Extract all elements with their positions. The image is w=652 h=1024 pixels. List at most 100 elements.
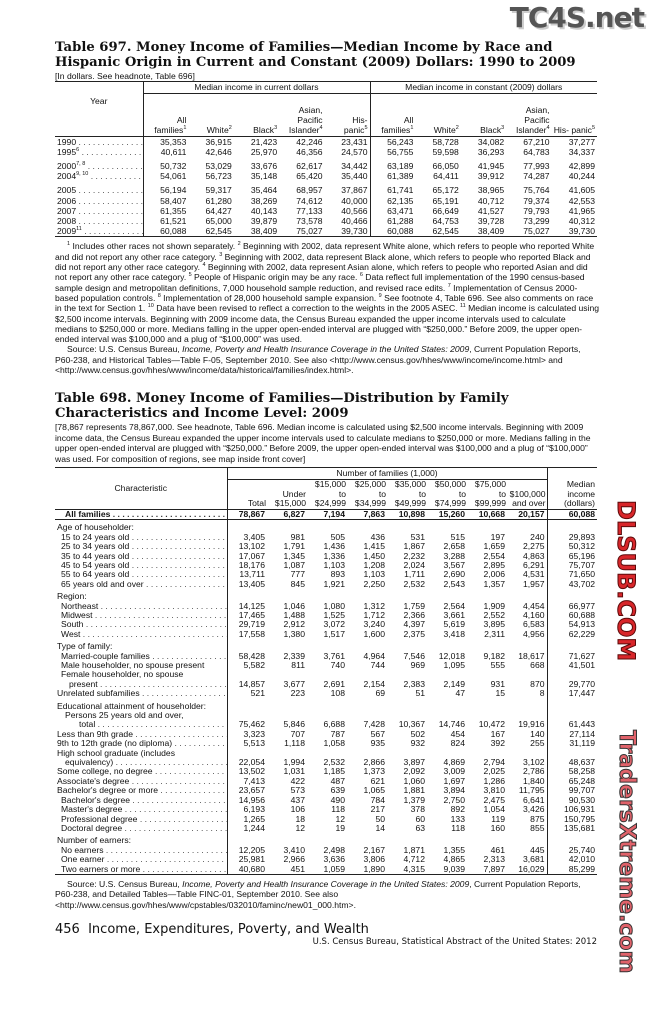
value-cell: 6,827 — [267, 509, 307, 521]
value-cell: 9,039 — [427, 864, 467, 875]
value-cell: 13,711 — [226, 570, 267, 580]
row-label: Two earners or more — [61, 864, 141, 874]
footnote-ref: 11 — [76, 226, 82, 233]
value-cell: 1,867 — [403, 542, 425, 552]
value-cell: 217 — [370, 805, 385, 815]
value-cell: 41,965 — [568, 205, 595, 216]
italic-title: Income, Poverty and Health Insurance Cov… — [182, 878, 470, 889]
row-label: Married-couple families — [61, 651, 150, 661]
value-cell: 1,265 — [226, 814, 267, 824]
value-cell: 845 — [290, 579, 305, 589]
value-cell: 61,741 — [369, 181, 416, 196]
value-cell: 515 — [450, 532, 465, 542]
value-cell: 870 — [530, 679, 545, 689]
value-cell: 61,443 — [546, 720, 598, 730]
value-cell: 1,103 — [363, 570, 385, 580]
value-cell: 1,087 — [283, 560, 305, 570]
value-cell: 27,114 — [546, 729, 598, 740]
row-label-cell: Master's degree . . . . . . . . . . . . … — [61, 805, 227, 815]
value-cell: 6,193 — [226, 805, 267, 815]
value-cell: 4,964 — [363, 651, 385, 661]
row-label-cell: No earners . . . . . . . . . . . . . . .… — [61, 845, 227, 855]
table-row: total . . . . . . . . . . . . . . . . . … — [55, 720, 598, 730]
table-row: South . . . . . . . . . . . . . . . . . … — [55, 620, 598, 630]
value-cell: 25,740 — [546, 845, 598, 856]
footnote-ref: 3 — [501, 125, 505, 132]
value-cell: 3,895 — [483, 620, 505, 630]
row-label: Less than 9th grade — [57, 729, 133, 739]
value-cell: 935 — [370, 739, 385, 749]
value-cell: 58,407 — [142, 195, 189, 206]
value-cell: 3,636 — [323, 855, 345, 865]
value-cell: 34,337 — [568, 146, 595, 157]
value-cell: 621 — [370, 776, 385, 786]
value-cell: 1,436 — [323, 542, 345, 552]
footnote-marker: 7 — [447, 282, 451, 289]
footnote-marker: 11 — [460, 303, 466, 310]
value-cell: 69 — [375, 689, 385, 699]
table-row: Married-couple families . . . . . . . . … — [55, 651, 598, 662]
value-cell: 75,707 — [546, 560, 598, 571]
text: Median income is calculated using $2,500… — [55, 303, 600, 345]
value-cell: 40,244 — [568, 171, 595, 182]
text: See footnote 4, Table 696. See also comm… — [55, 292, 594, 314]
table-row: Two earners or more . . . . . . . . . . … — [55, 864, 598, 875]
value-cell: 1,600 — [363, 629, 385, 639]
table-698-source: Source: U.S. Census Bureau, Income, Pove… — [55, 879, 600, 910]
value-cell: 3,661 — [443, 610, 465, 620]
table-698: Characteristic Number of families (1,000)… — [55, 466, 598, 875]
value-cell: 39,730 — [324, 226, 371, 238]
value-cell: 777 — [290, 570, 305, 580]
value-cell: 1,373 — [363, 767, 385, 777]
value-cell: 3,806 — [363, 855, 385, 865]
value-cell: 75,764 — [523, 185, 550, 196]
value-cell: 1,185 — [323, 767, 345, 777]
value-cell: 135,681 — [546, 823, 598, 834]
value-cell: 17,558 — [226, 629, 267, 640]
value-cell: 931 — [490, 679, 505, 689]
footnote-marker: 5 — [188, 272, 192, 279]
value-cell: 3,567 — [443, 560, 465, 570]
table-698-headnote: [78,867 represents 78,867,000. See headn… — [55, 422, 591, 464]
row-label: 45 to 54 years old — [61, 560, 130, 570]
row-label-cell: Northeast . . . . . . . . . . . . . . . … — [61, 601, 227, 611]
value-cell: 85,299 — [546, 864, 598, 875]
year-label: 1995 — [57, 146, 77, 157]
row-label-cell: Some college, no degree . . . . . . . . … — [57, 767, 227, 777]
value-cell: 10,898 — [387, 509, 427, 521]
table-row: 2007 . . . . . . . . . . . . . . . . . .… — [55, 205, 597, 217]
value-cell: 2,866 — [363, 758, 385, 768]
value-cell: 10,472 — [478, 720, 505, 730]
value-cell: 60,088 — [546, 509, 598, 521]
row-label: No earners — [61, 845, 104, 855]
year-header: Year — [55, 81, 143, 137]
value-cell: 2,006 — [483, 570, 505, 580]
row-label: 9th to 12th grade (no diploma) — [57, 739, 173, 749]
value-cell: 65,196 — [546, 551, 598, 561]
value-cell: 3,677 — [283, 679, 305, 689]
value-cell: 1,118 — [284, 739, 305, 749]
value-cell: 140 — [530, 729, 545, 739]
value-cell: 62,229 — [546, 629, 598, 640]
value-cell: 1,712 — [363, 610, 385, 620]
footnote-marker: 2 — [237, 241, 241, 248]
row-label-cell: Bachelor's degree or more . . . . . . . … — [57, 786, 227, 796]
value-cell: 37,867 — [341, 185, 368, 196]
value-cell: 17,067 — [226, 551, 267, 561]
value-cell: 13,405 — [226, 579, 267, 590]
year-label: 2005 — [57, 185, 77, 196]
value-cell: 99,707 — [546, 786, 598, 796]
value-cell: 61,288 — [369, 216, 416, 227]
footnote-ref: 4 — [546, 125, 550, 132]
value-cell: 59,317 — [205, 185, 232, 196]
table-row: All families . . . . . . . . . . . . . .… — [55, 509, 598, 521]
value-cell: 42,646 — [205, 146, 232, 157]
value-cell: 10,367 — [398, 720, 425, 730]
value-cell: 41,501 — [546, 661, 598, 671]
value-cell: 2,786 — [523, 767, 545, 777]
row-label: Professional degree — [61, 814, 138, 824]
column-header: Asian, Pacific Islander4 — [506, 93, 552, 137]
table-row: Master's degree . . . . . . . . . . . . … — [55, 805, 598, 815]
value-cell: 36,915 — [205, 136, 232, 147]
value-cell: 7,428 — [363, 720, 385, 730]
